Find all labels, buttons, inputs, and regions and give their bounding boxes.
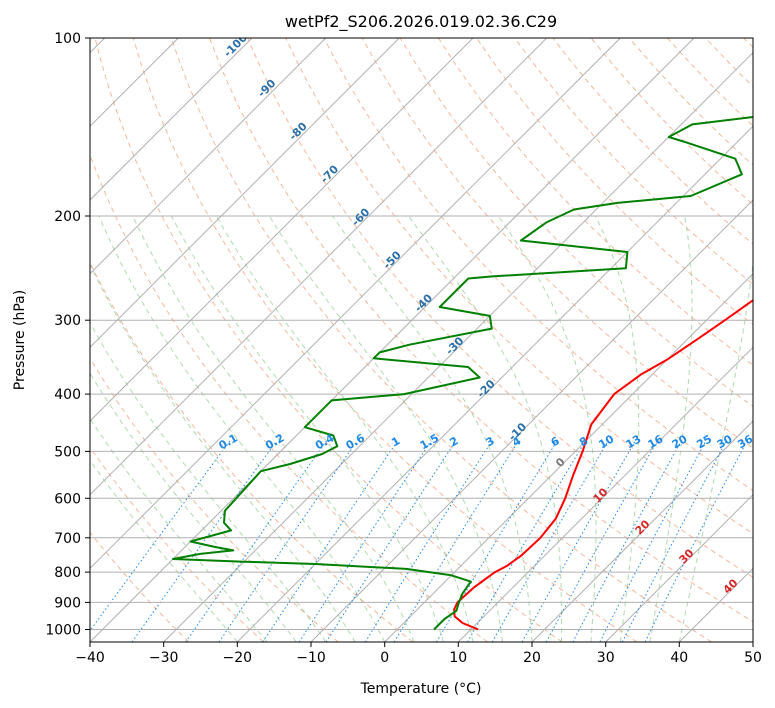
- mixing-ratio-line: [90, 440, 231, 632]
- mixing-ratio-line: [298, 440, 432, 642]
- y-tick-label: 100: [54, 31, 81, 47]
- isotherm: [90, 38, 548, 496]
- dry-adiabat: [90, 446, 264, 642]
- x-tick-label: −20: [223, 650, 253, 666]
- x-axis: −40 −30 −20 −10 0 10 20 30 40 50: [75, 642, 762, 666]
- isotherm: [90, 38, 621, 570]
- moist-adiabat: [90, 321, 327, 642]
- isotherm: [90, 38, 400, 349]
- isotherm: [605, 493, 753, 642]
- isotherm: [90, 38, 474, 422]
- isotherm: [457, 346, 753, 642]
- x-tick-label: 40: [670, 650, 688, 666]
- isotherm: [90, 38, 253, 201]
- isotherm: [236, 125, 753, 642]
- isotherm: [163, 51, 753, 642]
- moist-adiabat: [90, 263, 356, 642]
- profile-series: [172, 115, 753, 631]
- y-tick-label: 600: [54, 491, 81, 507]
- dry-adiabat: [209, 38, 753, 623]
- mixing-ratio-line: [185, 440, 327, 642]
- y-tick-label: 400: [54, 387, 81, 403]
- moist-adiabat: [678, 259, 753, 642]
- temperature-profile-line: [453, 298, 753, 631]
- dry-adiabat: [399, 38, 753, 408]
- dry-adiabat: [132, 38, 638, 642]
- dry-adiabat: [94, 38, 563, 642]
- y-tick-label: 800: [54, 565, 81, 581]
- mixing-ratio-line: [644, 440, 748, 642]
- moist-adiabat: [497, 215, 597, 642]
- mixing-ratio-line: [435, 440, 558, 642]
- x-tick-label: −30: [149, 650, 179, 666]
- plot-frame: [89, 37, 754, 643]
- y-tick-label: 200: [54, 209, 81, 225]
- isotherm: [310, 199, 753, 642]
- mixing-ratio-line: [521, 440, 636, 642]
- mixing-ratio-label: 36: [735, 432, 755, 451]
- moist-adiabat: [90, 417, 268, 642]
- moist-adiabat: [408, 215, 563, 642]
- dry-adiabat: [90, 531, 190, 642]
- mixing-ratio-line: [393, 440, 519, 642]
- moist-adiabat: [594, 215, 640, 642]
- dry-adiabat: [514, 38, 753, 285]
- y-tick-label: 1000: [45, 623, 81, 639]
- mixing-ratio-line: [262, 440, 399, 642]
- mixing-ratio-line: [364, 440, 493, 642]
- x-tick-label: 0: [380, 650, 389, 666]
- moist-adiabat: [649, 215, 693, 642]
- mixing-ratio-line: [467, 440, 586, 642]
- isotherm: [531, 420, 753, 642]
- mixing-ratio-line: [491, 440, 609, 642]
- dry-adiabat: [247, 38, 753, 578]
- moist-adiabat: [332, 215, 533, 642]
- x-tick-label: −10: [296, 650, 326, 666]
- x-axis-label: Temperature (°C): [360, 681, 482, 697]
- x-tick-label: 20: [523, 650, 541, 666]
- moist-adiabat: [215, 215, 474, 642]
- moist-adiabat: [268, 215, 503, 642]
- dry-adiabat: [90, 357, 339, 642]
- isotherm: [384, 272, 753, 642]
- x-tick-label: 30: [597, 650, 615, 666]
- dry-adiabat: [90, 153, 488, 642]
- y-tick-label: 300: [54, 313, 81, 329]
- chart-title: wetPf2_S206.2026.019.02.36.C29: [285, 12, 557, 32]
- moist-adiabat: [90, 459, 238, 642]
- x-tick-label: 10: [449, 650, 467, 666]
- moist-adiabat: [132, 215, 415, 642]
- mixing-ratio-line: [545, 440, 658, 642]
- mixing-ratio-line: [218, 440, 358, 642]
- y-tick-label: 700: [54, 531, 81, 547]
- y-tick-label: 500: [54, 444, 81, 460]
- x-tick-label: 50: [744, 650, 762, 666]
- dewpoint-profile-line: [172, 115, 753, 631]
- moist-adiabat: [90, 372, 297, 642]
- y-axis-label: Pressure (hPa): [12, 290, 28, 390]
- isotherm: [90, 38, 327, 275]
- y-axis: 100 200 300 400 500 600 700 800 900 1000: [45, 31, 90, 639]
- mixing-ratio-line: [325, 440, 457, 642]
- x-tick-label: −40: [75, 650, 105, 666]
- y-tick-label: 900: [54, 595, 81, 611]
- moist-adiabat: [171, 215, 445, 642]
- dry-adiabat: [170, 38, 712, 642]
